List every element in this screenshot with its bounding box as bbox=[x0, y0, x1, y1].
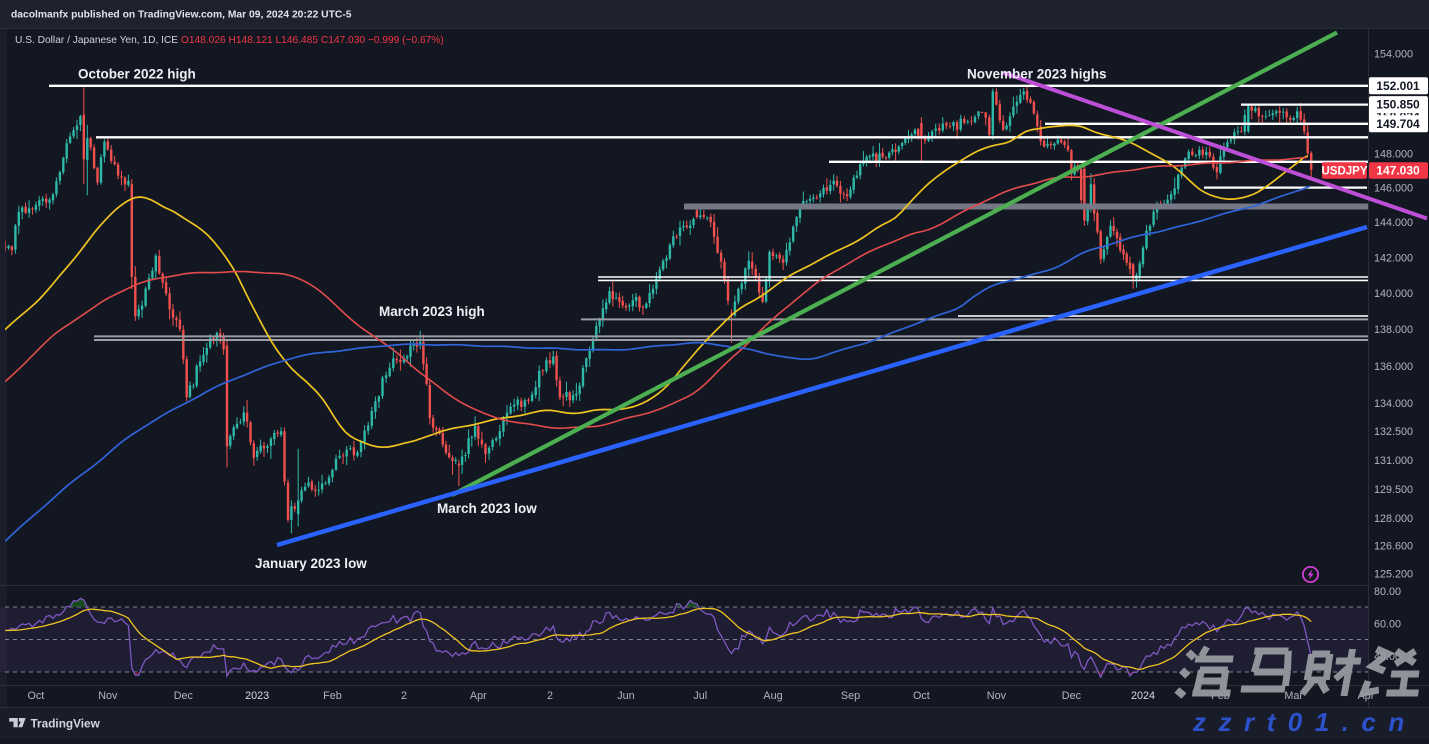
svg-text:2024: 2024 bbox=[1131, 690, 1155, 702]
svg-text:USDJPY: USDJPY bbox=[1321, 165, 1367, 177]
svg-text:2: 2 bbox=[401, 690, 407, 702]
svg-text:140.000: 140.000 bbox=[1374, 288, 1413, 300]
svg-text:Nov: Nov bbox=[98, 690, 118, 702]
svg-text:Oct: Oct bbox=[28, 690, 45, 702]
svg-text:Dec: Dec bbox=[1062, 690, 1082, 702]
svg-text:Mar: Mar bbox=[1284, 690, 1303, 702]
svg-text:152.001: 152.001 bbox=[1376, 79, 1420, 93]
svg-text:144.000: 144.000 bbox=[1374, 217, 1413, 229]
svg-text:Feb: Feb bbox=[323, 690, 342, 702]
svg-text:129.500: 129.500 bbox=[1374, 484, 1413, 496]
svg-text:132.500: 132.500 bbox=[1374, 426, 1413, 438]
svg-text:Apr: Apr bbox=[470, 690, 487, 702]
svg-text:150.850: 150.850 bbox=[1376, 98, 1420, 112]
svg-text:Jul: Jul bbox=[693, 690, 707, 702]
svg-text:TradingView: TradingView bbox=[31, 717, 101, 731]
svg-text:148.000: 148.000 bbox=[1374, 148, 1413, 160]
svg-text:126.600: 126.600 bbox=[1374, 541, 1413, 553]
svg-text:Jun: Jun bbox=[617, 690, 634, 702]
svg-text:Sep: Sep bbox=[841, 690, 860, 702]
svg-text:2023: 2023 bbox=[245, 690, 269, 702]
svg-text:154.000: 154.000 bbox=[1374, 49, 1413, 61]
svg-text:60.00: 60.00 bbox=[1374, 618, 1401, 630]
svg-text:125.200: 125.200 bbox=[1374, 569, 1413, 581]
svg-text:Nov: Nov bbox=[987, 690, 1007, 702]
svg-text:Oct: Oct bbox=[913, 690, 930, 702]
svg-text:149.704: 149.704 bbox=[1376, 117, 1420, 131]
svg-text:zzrt01.cn: zzrt01.cn bbox=[1192, 707, 1417, 737]
svg-text:142.000: 142.000 bbox=[1374, 252, 1413, 264]
svg-text:dacolmanfx published on Tradin: dacolmanfx published on TradingView.com,… bbox=[11, 10, 352, 21]
svg-text:147.030: 147.030 bbox=[1376, 163, 1420, 177]
svg-text:146.000: 146.000 bbox=[1374, 183, 1413, 195]
svg-text:U.S. Dollar / Japanese Yen, 1D: U.S. Dollar / Japanese Yen, 1D, ICE O148… bbox=[15, 35, 444, 46]
svg-text:Dec: Dec bbox=[174, 690, 194, 702]
svg-text:November 2023 highs: November 2023 highs bbox=[967, 67, 1107, 82]
svg-text:128.000: 128.000 bbox=[1374, 513, 1413, 525]
svg-text:80.00: 80.00 bbox=[1374, 586, 1401, 598]
svg-text:January 2023 low: January 2023 low bbox=[255, 556, 367, 571]
svg-text:131.000: 131.000 bbox=[1374, 455, 1413, 467]
svg-text:Aug: Aug bbox=[763, 690, 782, 702]
svg-text:134.000: 134.000 bbox=[1374, 398, 1413, 410]
svg-text:2: 2 bbox=[547, 690, 553, 702]
svg-text:138.000: 138.000 bbox=[1374, 324, 1413, 336]
svg-text:March 2023 high: March 2023 high bbox=[379, 304, 485, 319]
svg-text:136.000: 136.000 bbox=[1374, 361, 1413, 373]
svg-text:October 2022 high: October 2022 high bbox=[78, 67, 196, 82]
svg-text:March 2023 low: March 2023 low bbox=[437, 501, 537, 516]
